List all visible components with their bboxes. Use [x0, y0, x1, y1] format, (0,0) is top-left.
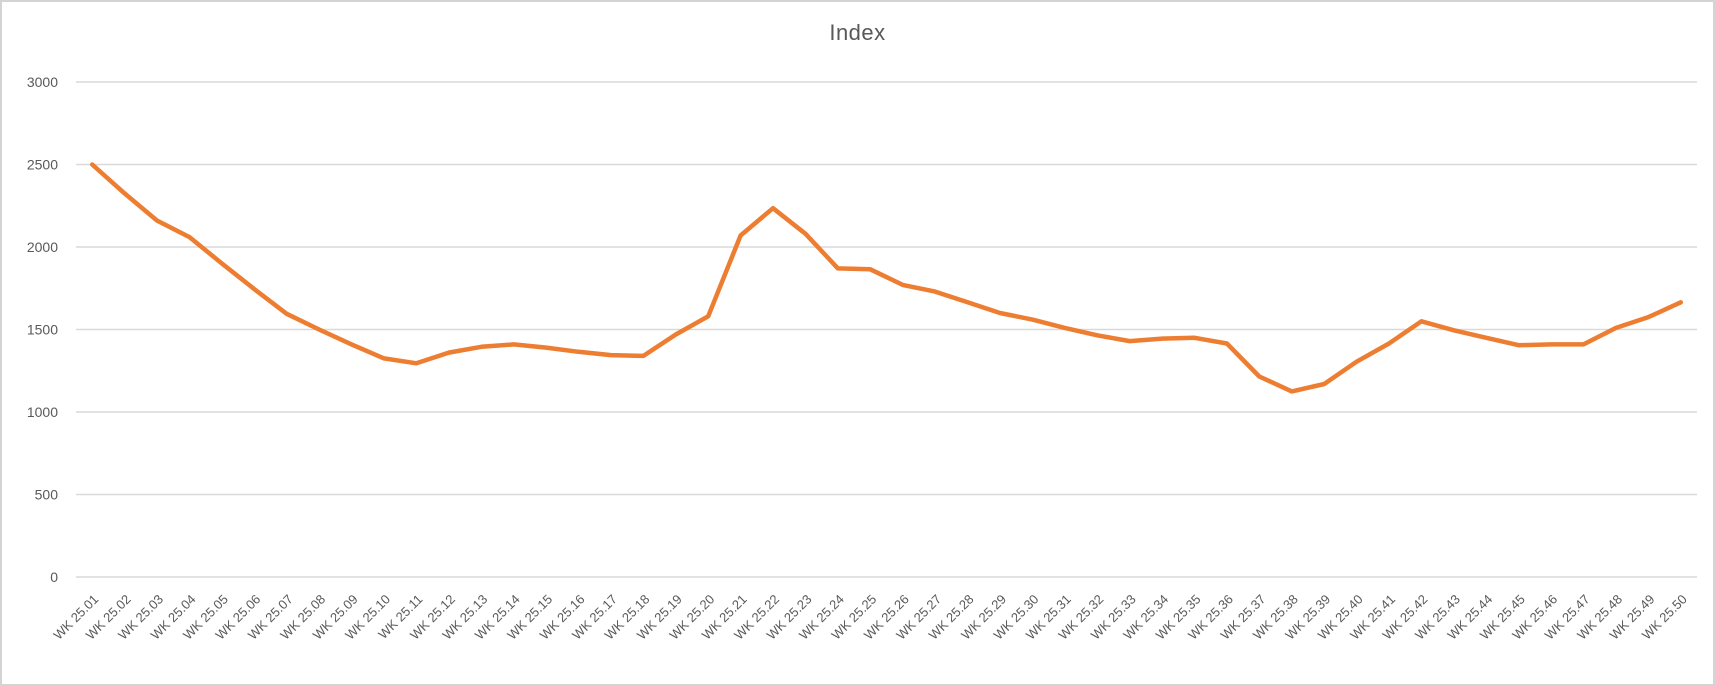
y-axis-label: 2500 — [27, 157, 58, 173]
y-axis-label: 500 — [35, 487, 59, 503]
y-axis-label: 1500 — [27, 322, 58, 338]
index-series-line — [89, 162, 1684, 394]
y-axis-label: 2000 — [27, 239, 58, 255]
chart-title: Index — [829, 20, 886, 45]
y-axis-label: 0 — [50, 569, 58, 585]
y-axis-label: 3000 — [27, 74, 58, 90]
y-axis-label: 1000 — [27, 404, 58, 420]
